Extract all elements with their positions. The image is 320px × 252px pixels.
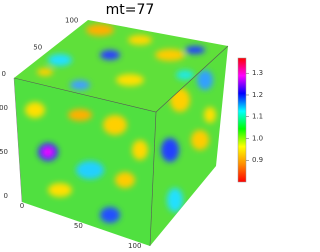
axis-tick-label: 50 [0,148,8,156]
axis-tick-label: 0 [20,202,24,210]
axis-tick-label: 50 [33,43,42,51]
axis-tick-label: 0 [4,192,8,200]
chart: mt=77 0.9 1.0 1.1 1.2 1.3 0 50 100 0 50 100 0 50 100 [0,2,263,250]
colorbar-tick-label: 0.9 [252,156,263,164]
colorbar: 0.9 1.0 1.1 1.2 1.3 [237,57,263,183]
axis-tick-label: 100 [65,17,78,25]
axis-tick-label: 0 [2,70,6,78]
colorbar-tick-label: 1.2 [252,91,263,99]
chart-title: mt=77 [106,2,155,18]
axis-tick-label: 100 [128,242,141,250]
colorbar-tick-label: 1.1 [252,113,263,121]
cube [13,20,229,247]
axis-tick-label: 100 [0,104,8,112]
colorbar-gradient [237,57,247,183]
colorbar-tick-label: 1.0 [252,134,263,142]
axis-tick-label: 50 [74,222,83,230]
colorbar-tick-label: 1.3 [252,69,263,77]
